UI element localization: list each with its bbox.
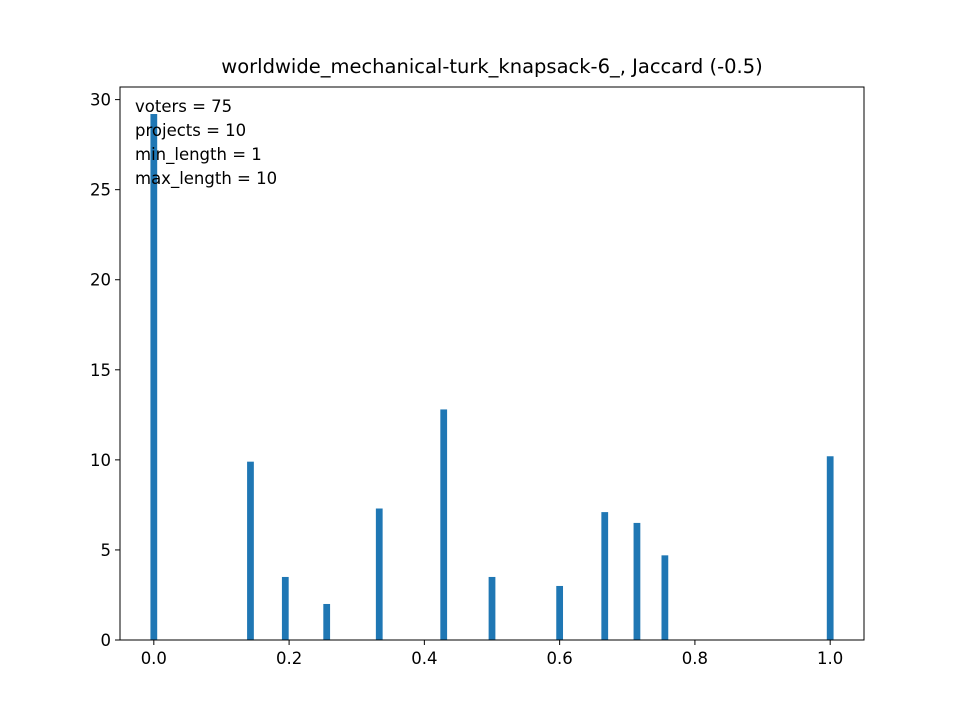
x-tick-label: 0.4 (411, 649, 437, 668)
bar-11 (826, 456, 834, 640)
bar-6 (488, 576, 496, 640)
bar-8 (601, 512, 609, 640)
y-axis-ticks: 0 5 10 15 20 25 30 (90, 91, 120, 650)
bar-5 (440, 409, 448, 640)
annotation-line: max_length = 10 (135, 169, 277, 189)
bar-9 (633, 522, 641, 640)
annotation-line: projects = 10 (135, 121, 246, 140)
bars-group (150, 114, 834, 641)
y-tick-label: 25 (90, 181, 111, 200)
bar-0 (150, 114, 158, 641)
bar-4 (375, 508, 383, 640)
x-tick-label: 0.0 (141, 649, 167, 668)
bar-3 (323, 603, 331, 640)
y-tick-label: 20 (90, 271, 111, 290)
x-tick-label: 0.2 (276, 649, 302, 668)
x-axis-ticks: 0.0 0.2 0.4 0.6 0.8 1.0 (141, 640, 843, 668)
x-tick-label: 0.8 (682, 649, 708, 668)
y-tick-label: 0 (101, 631, 112, 650)
x-tick-label: 0.6 (547, 649, 573, 668)
annotations-group: voters = 75 projects = 10 min_length = 1 ma… (135, 97, 277, 189)
y-tick-label: 30 (90, 91, 111, 110)
annotation-line: voters = 75 (135, 97, 232, 116)
plot-frame (119, 86, 865, 641)
y-tick-label: 5 (101, 541, 112, 560)
x-tick-label: 1.0 (817, 649, 843, 668)
annotation-line: min_length = 1 (135, 145, 262, 165)
bar-10 (661, 555, 669, 640)
bar-1 (247, 461, 254, 640)
y-tick-label: 15 (90, 361, 111, 380)
y-tick-label: 10 (90, 451, 111, 470)
chart-title: worldwide_mechanical-turk_knapsack-6_, J… (221, 55, 762, 78)
bar-7 (556, 585, 564, 640)
bar-2 (281, 576, 289, 640)
